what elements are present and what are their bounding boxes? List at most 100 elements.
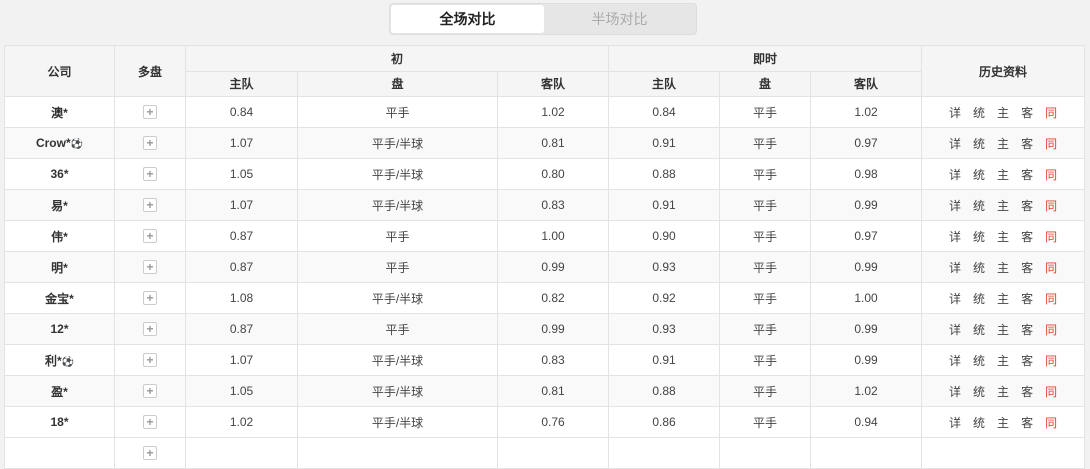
odds-l-away: 1.00 bbox=[810, 282, 923, 314]
history-link-away[interactable]: 客 bbox=[1021, 322, 1034, 337]
odds-l-line: 平手 bbox=[719, 406, 812, 438]
company-cell: 盈* bbox=[4, 375, 115, 407]
history-link-same[interactable]: 同 bbox=[1045, 136, 1058, 151]
history-link-away[interactable]: 客 bbox=[1021, 198, 1034, 213]
history-link-same[interactable]: 同 bbox=[1045, 105, 1058, 120]
company-name: 伟* bbox=[51, 229, 68, 244]
odds-l-home: 0.92 bbox=[608, 282, 721, 314]
history-link-stats[interactable]: 统 bbox=[973, 322, 986, 337]
history-link-away[interactable]: 客 bbox=[1021, 291, 1034, 306]
history-link-home[interactable]: 主 bbox=[997, 229, 1010, 244]
expand-plus-icon[interactable]: + bbox=[143, 136, 157, 150]
expand-plus-icon[interactable]: + bbox=[143, 384, 157, 398]
table-row: 易* +1.07 平手/半球 0.83 0.91 平手 0.99 详统主客同 bbox=[4, 189, 1086, 221]
history-link-detail[interactable]: 详 bbox=[949, 260, 962, 275]
history-link-home[interactable]: 主 bbox=[997, 415, 1010, 430]
history-link-away[interactable]: 客 bbox=[1021, 136, 1034, 151]
history-link-same[interactable]: 同 bbox=[1045, 167, 1058, 182]
odds-l-home: 0.93 bbox=[608, 313, 721, 345]
history-link-home[interactable]: 主 bbox=[997, 136, 1010, 151]
history-link-detail[interactable]: 详 bbox=[949, 415, 962, 430]
history-link-away[interactable]: 客 bbox=[1021, 229, 1034, 244]
multi-cell: + bbox=[114, 127, 186, 159]
odds-l-home: 0.84 bbox=[608, 96, 721, 128]
history-link-stats[interactable]: 统 bbox=[973, 105, 986, 120]
history-links: 详统主客同 bbox=[921, 96, 1086, 128]
history-link-home[interactable]: 主 bbox=[997, 105, 1010, 120]
table-row: 伟* +0.87 平手 1.00 0.90 平手 0.97 详统主客同 bbox=[4, 220, 1086, 252]
expand-plus-icon[interactable]: + bbox=[143, 167, 157, 181]
table-row: Crow*⚽ +1.07 平手/半球 0.81 0.91 平手 0.97 详统主客同 bbox=[4, 127, 1086, 159]
expand-plus-icon[interactable]: + bbox=[143, 322, 157, 336]
history-link-stats[interactable]: 统 bbox=[973, 198, 986, 213]
history-link-home[interactable]: 主 bbox=[997, 291, 1010, 306]
history-link-stats[interactable]: 统 bbox=[973, 353, 986, 368]
history-link-away[interactable]: 客 bbox=[1021, 260, 1034, 275]
history-link-away[interactable]: 客 bbox=[1021, 167, 1034, 182]
history-link-same[interactable]: 同 bbox=[1045, 384, 1058, 399]
odds-l-away: 0.98 bbox=[810, 158, 923, 190]
history-link-detail[interactable]: 详 bbox=[949, 136, 962, 151]
odds-l-home: 0.91 bbox=[608, 189, 721, 221]
tab-half-match[interactable]: 半场对比 bbox=[591, 11, 648, 27]
history-link-same[interactable]: 同 bbox=[1045, 322, 1058, 337]
col-company: 公司 bbox=[4, 45, 115, 97]
table-row: 利*⚽ +1.07 平手/半球 0.83 0.91 平手 0.99 详统主客同 bbox=[4, 344, 1086, 376]
history-link-stats[interactable]: 统 bbox=[973, 229, 986, 244]
history-link-stats[interactable]: 统 bbox=[973, 415, 986, 430]
history-link-away[interactable]: 客 bbox=[1021, 415, 1034, 430]
expand-plus-icon[interactable]: + bbox=[143, 353, 157, 367]
history-link-stats[interactable]: 统 bbox=[973, 136, 986, 151]
expand-plus-icon[interactable]: + bbox=[143, 198, 157, 212]
history-link-home[interactable]: 主 bbox=[997, 167, 1010, 182]
history-link-detail[interactable]: 详 bbox=[949, 291, 962, 306]
history-link-stats[interactable]: 统 bbox=[973, 167, 986, 182]
history-link-home[interactable]: 主 bbox=[997, 322, 1010, 337]
odds-cell bbox=[810, 437, 923, 469]
col-initial-line: 盘 bbox=[297, 70, 498, 97]
odds-l-line: 平手 bbox=[719, 282, 812, 314]
history-link-away[interactable]: 客 bbox=[1021, 384, 1034, 399]
history-link-detail[interactable]: 详 bbox=[949, 353, 962, 368]
company-cell: 明* bbox=[4, 251, 115, 283]
odds-l-line: 平手 bbox=[719, 220, 812, 252]
history-link-detail[interactable]: 详 bbox=[949, 229, 962, 244]
history-link-stats[interactable]: 统 bbox=[973, 291, 986, 306]
odds-i-away: 0.82 bbox=[496, 282, 610, 314]
history-link-home[interactable]: 主 bbox=[997, 260, 1010, 275]
expand-plus-icon[interactable]: + bbox=[143, 291, 157, 305]
multi-cell: + bbox=[114, 344, 186, 376]
history-link-detail[interactable]: 详 bbox=[949, 322, 962, 337]
multi-cell: + bbox=[114, 406, 186, 438]
odds-l-line: 平手 bbox=[719, 313, 812, 345]
history-link-same[interactable]: 同 bbox=[1045, 260, 1058, 275]
history-link-detail[interactable]: 详 bbox=[949, 105, 962, 120]
expand-plus-icon[interactable]: + bbox=[143, 260, 157, 274]
odds-i-line: 平手/半球 bbox=[297, 127, 498, 159]
history-link-same[interactable]: 同 bbox=[1045, 229, 1058, 244]
history-link-same[interactable]: 同 bbox=[1045, 415, 1058, 430]
history-link-home[interactable]: 主 bbox=[997, 353, 1010, 368]
history-link-away[interactable]: 客 bbox=[1021, 105, 1034, 120]
odds-l-away: 0.99 bbox=[810, 313, 923, 345]
history-link-detail[interactable]: 详 bbox=[949, 167, 962, 182]
history-link-away[interactable]: 客 bbox=[1021, 353, 1034, 368]
odds-l-away: 0.99 bbox=[810, 189, 923, 221]
expand-plus-icon[interactable]: + bbox=[143, 105, 157, 119]
company-name: 36* bbox=[50, 167, 69, 181]
history-link-same[interactable]: 同 bbox=[1045, 353, 1058, 368]
table-row: 18* +1.02 平手/半球 0.76 0.86 平手 0.94 详统主客同 bbox=[4, 406, 1086, 438]
history-link-detail[interactable]: 详 bbox=[949, 384, 962, 399]
history-link-stats[interactable]: 统 bbox=[973, 384, 986, 399]
expand-plus-icon[interactable]: + bbox=[143, 229, 157, 243]
expand-plus-icon[interactable]: + bbox=[143, 446, 157, 460]
history-link-same[interactable]: 同 bbox=[1045, 198, 1058, 213]
history-link-home[interactable]: 主 bbox=[997, 384, 1010, 399]
history-link-detail[interactable]: 详 bbox=[949, 198, 962, 213]
tab-full-match[interactable]: 全场对比 bbox=[391, 5, 544, 33]
history-links: 详统主客同 bbox=[921, 220, 1086, 252]
history-link-same[interactable]: 同 bbox=[1045, 291, 1058, 306]
history-link-home[interactable]: 主 bbox=[997, 198, 1010, 213]
expand-plus-icon[interactable]: + bbox=[143, 415, 157, 429]
history-link-stats[interactable]: 统 bbox=[973, 260, 986, 275]
